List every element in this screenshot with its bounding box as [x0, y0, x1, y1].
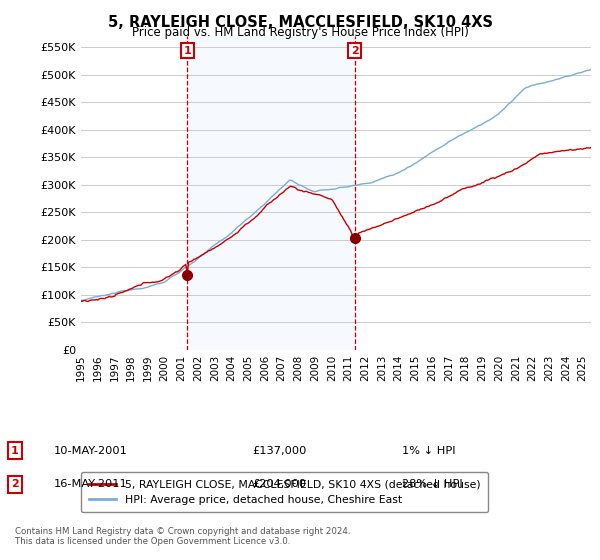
- Text: £204,000: £204,000: [252, 479, 306, 489]
- Text: 16-MAY-2011: 16-MAY-2011: [54, 479, 128, 489]
- Text: 28% ↓ HPI: 28% ↓ HPI: [402, 479, 463, 489]
- Legend: 5, RAYLEIGH CLOSE, MACCLESFIELD, SK10 4XS (detached house), HPI: Average price, : 5, RAYLEIGH CLOSE, MACCLESFIELD, SK10 4X…: [82, 472, 488, 512]
- Text: 2: 2: [351, 45, 359, 55]
- Text: 10-MAY-2001: 10-MAY-2001: [54, 446, 128, 456]
- Text: Contains HM Land Registry data © Crown copyright and database right 2024.
This d: Contains HM Land Registry data © Crown c…: [15, 526, 350, 546]
- Text: 1% ↓ HPI: 1% ↓ HPI: [402, 446, 455, 456]
- Text: 5, RAYLEIGH CLOSE, MACCLESFIELD, SK10 4XS: 5, RAYLEIGH CLOSE, MACCLESFIELD, SK10 4X…: [107, 15, 493, 30]
- Text: 2: 2: [11, 479, 19, 489]
- Text: Price paid vs. HM Land Registry's House Price Index (HPI): Price paid vs. HM Land Registry's House …: [131, 26, 469, 39]
- Text: 1: 1: [11, 446, 19, 456]
- Text: £137,000: £137,000: [252, 446, 307, 456]
- Text: 1: 1: [184, 45, 191, 55]
- Bar: [187, 36, 355, 350]
